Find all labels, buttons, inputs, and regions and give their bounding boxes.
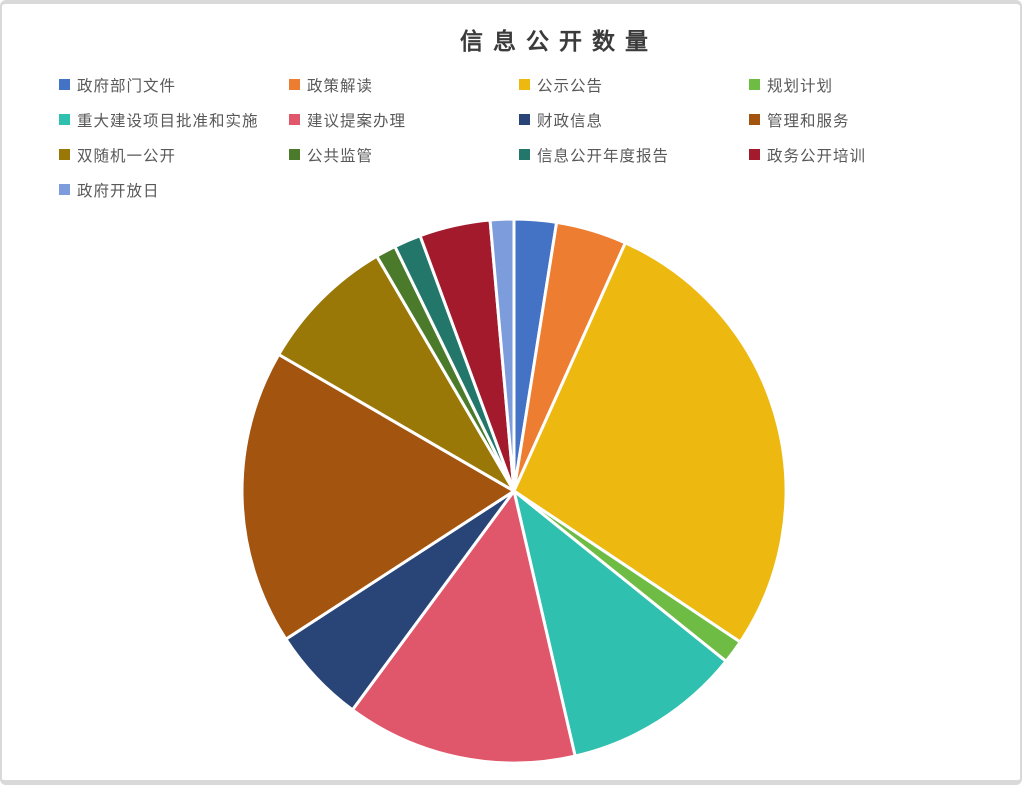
legend-swatch-icon: [289, 114, 300, 125]
legend-item: 信息公开年度报告: [519, 144, 749, 166]
legend-item: 管理和服务: [749, 109, 979, 131]
legend-label: 规划计划: [767, 77, 834, 95]
legend-item: 公共监管: [289, 144, 519, 166]
legend-swatch-icon: [289, 149, 300, 160]
pie-slice: [240, 353, 516, 641]
legend-item: 政务公开培训: [749, 144, 979, 166]
legend-swatch-icon: [749, 79, 760, 90]
pie-slice: [350, 489, 577, 765]
legend-swatch-icon: [59, 79, 70, 90]
legend-label: 政府部门文件: [77, 77, 177, 95]
legend-item: 政策解读: [289, 74, 519, 96]
legend-label: 管理和服务: [767, 112, 850, 130]
chart-title: 信息公开数量: [460, 28, 658, 54]
pie-slice: [512, 489, 728, 758]
legend: 政府部门文件 政策解读 公示公告 规划计划重大建设项目批准和实施 建议提案办理 财政信息 管…: [59, 67, 989, 207]
legend-swatch-icon: [289, 79, 300, 90]
legend-label: 信息公开年度报告: [537, 147, 670, 165]
pie-slice: [277, 254, 516, 493]
legend-swatch-icon: [59, 184, 70, 195]
legend-swatch-icon: [749, 149, 760, 160]
legend-swatch-icon: [749, 114, 760, 125]
legend-swatch-icon: [59, 114, 70, 125]
legend-swatch-icon: [519, 149, 530, 160]
legend-item: 重大建设项目批准和实施: [59, 109, 289, 131]
legend-label: 政务公开培训: [767, 147, 867, 165]
legend-item: 政府开放日: [59, 179, 289, 201]
legend-item: 公示公告: [519, 74, 749, 96]
pie-slice: [512, 241, 788, 644]
legend-label: 政府开放日: [77, 182, 160, 200]
pie-chart: [240, 217, 788, 765]
legend-item: 政府部门文件: [59, 74, 289, 96]
legend-label: 财政信息: [537, 112, 604, 130]
legend-item: 财政信息: [519, 109, 749, 131]
legend-label: 建议提案办理: [307, 112, 407, 130]
legend-item: 规划计划: [749, 74, 979, 96]
legend-swatch-icon: [519, 79, 530, 90]
legend-swatch-icon: [519, 114, 530, 125]
legend-item: 建议提案办理: [289, 109, 519, 131]
legend-label: 公共监管: [307, 147, 374, 165]
legend-swatch-icon: [59, 149, 70, 160]
pie-slice: [488, 217, 516, 493]
legend-item: 双随机一公开: [59, 144, 289, 166]
legend-label: 公示公告: [537, 77, 604, 95]
legend-label: 政策解读: [307, 77, 374, 95]
legend-label: 重大建设项目批准和实施: [77, 112, 259, 130]
legend-label: 双随机一公开: [77, 147, 177, 165]
